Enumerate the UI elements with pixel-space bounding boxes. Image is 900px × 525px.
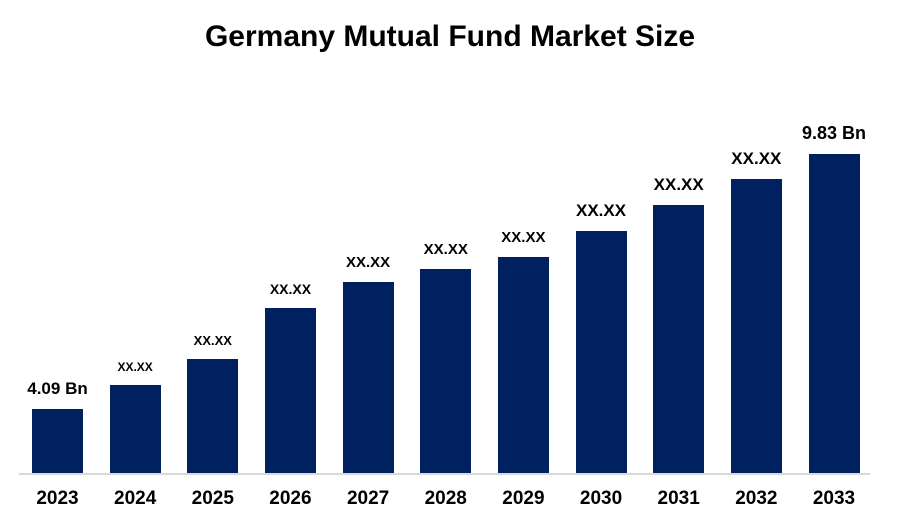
bar-value-label-2023: 4.09 Bn <box>27 379 88 398</box>
bar-value-label-2027: XX.XX <box>346 254 391 271</box>
bar-2023 <box>32 409 83 473</box>
bar-value-label-2025: XX.XX <box>193 333 232 348</box>
x-axis-label-2026: 2026 <box>269 488 312 509</box>
bar-value-label-2026: XX.XX <box>269 281 312 297</box>
x-axis-line <box>19 473 870 475</box>
bar-value-label-2030: XX.XX <box>576 201 627 220</box>
x-axis-label-2028: 2028 <box>424 488 467 509</box>
bar-2027 <box>342 282 394 473</box>
bar-value-label-2031: XX.XX <box>653 175 704 194</box>
x-axis-label-2024: 2024 <box>114 488 157 509</box>
bar-2031 <box>653 205 705 473</box>
x-axis-label-2030: 2030 <box>579 488 623 509</box>
bar-2030 <box>575 231 627 473</box>
x-axis-label-2025: 2025 <box>191 488 234 509</box>
bar-2032 <box>730 179 782 473</box>
x-axis-label-2031: 2031 <box>657 488 700 509</box>
bar-2028 <box>420 269 472 473</box>
bar-2024 <box>109 385 161 473</box>
chart-title: Germany Mutual Fund Market Size <box>204 20 696 53</box>
x-axis-label-2029: 2029 <box>502 488 545 509</box>
bar-value-label-2024: XX.XX <box>117 360 153 374</box>
x-axis-label-2032: 2032 <box>735 488 778 509</box>
bar-2025 <box>187 359 239 473</box>
bar-2026 <box>264 308 316 473</box>
bar-value-label-2029: XX.XX <box>501 229 546 246</box>
bar-2033 <box>808 154 860 473</box>
x-axis-label-2027: 2027 <box>346 488 390 509</box>
bar-2029 <box>497 257 549 473</box>
bar-value-label-2032: XX.XX <box>731 149 782 168</box>
bar-value-label-2033: 9.83 Bn <box>801 123 867 143</box>
x-axis-label-2033: 2033 <box>812 488 856 509</box>
bar-value-label-2028: XX.XX <box>423 241 468 258</box>
x-axis-label-2023: 2023 <box>36 488 79 509</box>
